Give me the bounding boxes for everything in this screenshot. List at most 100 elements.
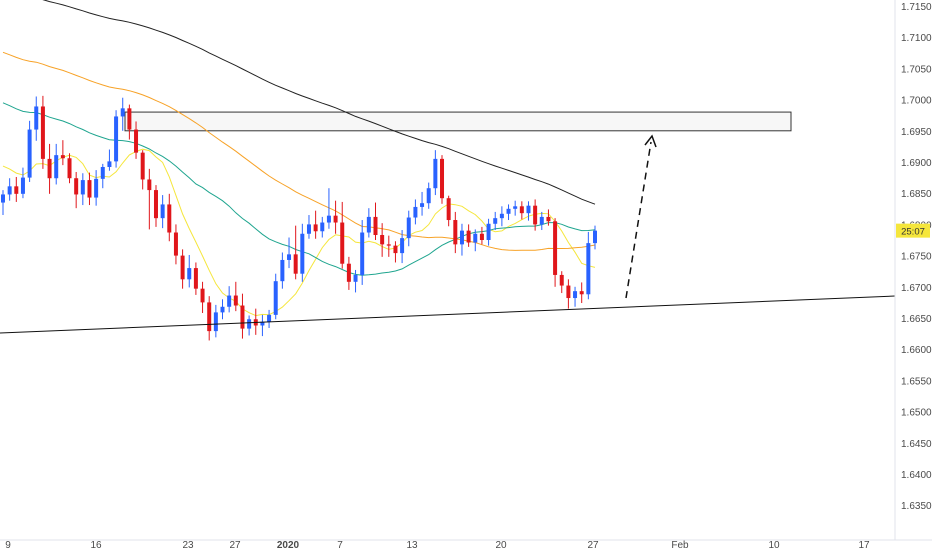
candle: [426, 182, 431, 209]
candle: [593, 225, 597, 250]
price-tick-label: 1.64000: [901, 470, 932, 481]
candle: [147, 168, 152, 230]
price-tick-label: 1.64500: [901, 439, 932, 450]
candle: [140, 150, 145, 190]
candle: [300, 223, 305, 282]
candle: [173, 224, 178, 265]
time-tick-label: 27: [229, 540, 241, 550]
candle: [473, 229, 478, 252]
candle: [40, 95, 45, 169]
candle: [579, 282, 584, 304]
candle: [553, 218, 558, 287]
price-tick-label: 1.71000: [901, 33, 932, 44]
candle: [20, 167, 25, 199]
price-tick-label: 1.71500: [901, 2, 932, 13]
candle: [573, 286, 578, 307]
support-trendline: [0, 295, 896, 334]
candle: [453, 211, 458, 254]
candle: [14, 176, 19, 202]
candle: [433, 150, 438, 196]
candle: [393, 241, 398, 263]
price-tick-label: 1.66000: [901, 345, 932, 356]
candle: [160, 195, 165, 229]
candle: [134, 121, 139, 159]
candle: [267, 309, 272, 328]
moving-average-medium: [2, 102, 596, 276]
candle: [227, 286, 232, 313]
price-axis: 1.71500 1.71000 1.70500 1.70000 1.69500 1.690…: [901, 2, 932, 512]
candle: [413, 199, 418, 225]
candle: [559, 271, 564, 294]
candle: [207, 296, 212, 341]
candle: [493, 211, 498, 231]
candle: [60, 140, 65, 166]
moving-average-fast: [2, 148, 596, 317]
candle: [313, 210, 318, 239]
candle: [153, 185, 158, 227]
candle: [566, 279, 571, 309]
candle: [466, 224, 471, 247]
candle: [446, 195, 451, 227]
candle: [386, 235, 391, 257]
candle: [506, 204, 511, 221]
projection-arrowhead: [644, 134, 657, 148]
candle: [1, 190, 5, 216]
candle: [27, 120, 32, 182]
candle: [47, 143, 52, 194]
candle: [247, 315, 252, 336]
candle: [479, 226, 484, 245]
time-tick-label: Feb: [671, 540, 689, 550]
candle: [260, 314, 265, 337]
candle: [333, 200, 338, 234]
time-axis: 9 16 23 27 2020 7 13 20 27 Feb 10 17: [5, 540, 870, 551]
candle: [107, 149, 112, 171]
time-tick-label: 17: [858, 540, 870, 550]
price-tick-label: 1.68500: [901, 189, 932, 200]
time-tick-label: 23: [182, 540, 194, 550]
time-tick-label: 13: [406, 540, 418, 550]
candle: [406, 210, 411, 247]
candle: [380, 223, 385, 257]
time-tick-label: 9: [5, 540, 11, 550]
candle: [539, 211, 544, 231]
time-tick-label: 7: [337, 540, 343, 550]
candle: [346, 256, 351, 290]
candle: [120, 97, 125, 131]
candle: [326, 188, 331, 229]
candle: [253, 308, 258, 335]
moving-average-slow: [2, 51, 596, 251]
candle: [167, 193, 172, 242]
candle: [87, 172, 92, 206]
price-tick-label: 1.69500: [901, 127, 932, 138]
candle: [440, 155, 445, 204]
time-tick-label: 20: [495, 540, 507, 550]
candle: [273, 273, 278, 320]
candle: [7, 178, 12, 201]
candle: [533, 199, 538, 231]
candle: [513, 200, 518, 216]
candle: [180, 249, 185, 289]
candle: [34, 96, 39, 141]
candle: [67, 153, 72, 184]
candle: [193, 262, 198, 295]
candle: [200, 281, 205, 314]
price-tick-label: 1.70500: [901, 64, 932, 75]
candle: [94, 170, 99, 206]
price-tick-label: 1.66500: [901, 314, 932, 325]
time-tick-label: 2020: [277, 540, 300, 550]
candle: [360, 220, 365, 285]
candle: [366, 208, 371, 238]
candle: [114, 110, 119, 168]
candle: [353, 269, 358, 293]
time-tick-label: 10: [768, 540, 780, 550]
candle: [80, 173, 85, 206]
time-tick-label: 16: [90, 540, 102, 550]
candle: [586, 231, 591, 300]
price-tick-label: 1.69000: [901, 158, 932, 169]
price-tick-label: 1.67500: [901, 252, 932, 263]
candle: [100, 163, 105, 189]
candle: [306, 215, 311, 239]
candle: [280, 252, 285, 289]
